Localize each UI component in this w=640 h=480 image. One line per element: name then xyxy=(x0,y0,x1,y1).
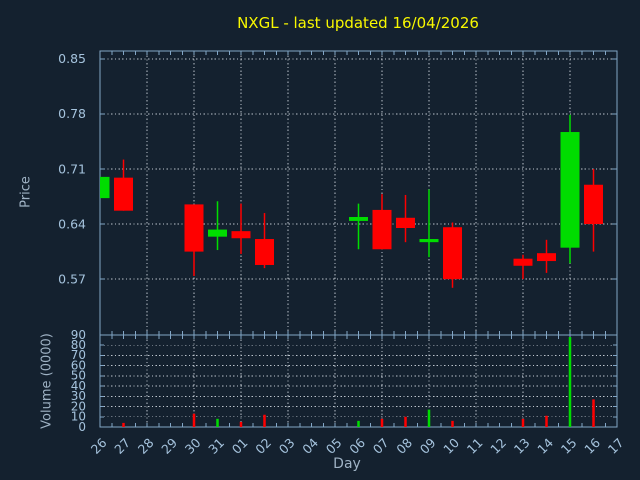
volume-bar-27 xyxy=(122,422,125,427)
x-tick-label: 03 xyxy=(276,435,298,457)
volume-bar-13 xyxy=(521,418,525,427)
volume-tick-label: 80 xyxy=(71,338,86,352)
volume-tick-label: 10 xyxy=(71,410,86,424)
x-tick-label: 01 xyxy=(229,435,251,457)
volume-bar-08 xyxy=(404,416,407,427)
candle-body-15 xyxy=(560,132,580,248)
volume-bar-09 xyxy=(427,409,431,427)
x-tick-label: 02 xyxy=(252,435,274,457)
x-tick-label: 12 xyxy=(487,435,509,457)
candle-body-30 xyxy=(184,204,204,252)
candle-body-01 xyxy=(231,231,251,239)
volume-tick-label: 20 xyxy=(71,399,86,413)
candle-body-09 xyxy=(419,239,439,243)
price-tick-label: 0.64 xyxy=(58,216,86,231)
volume-tick-label: 30 xyxy=(71,389,86,403)
volume-panel-frame xyxy=(99,334,618,428)
candle-body-13 xyxy=(513,258,533,266)
volume-bar-16 xyxy=(592,399,595,427)
candle-body-14 xyxy=(537,253,556,262)
volume-tick-label: 0 xyxy=(78,420,86,434)
price-tick-label: 0.85 xyxy=(58,51,86,66)
x-tick-label: 13 xyxy=(511,435,533,457)
volume-bar-01 xyxy=(239,421,243,427)
volume-tick-label: 60 xyxy=(71,358,86,372)
x-tick-label: 28 xyxy=(135,435,157,457)
candle-body-31 xyxy=(208,229,227,237)
x-tick-label: 31 xyxy=(205,435,227,457)
chart-title: NXGL - last updated 16/04/2026 xyxy=(237,14,479,32)
volume-tick-label: 50 xyxy=(71,369,86,383)
price-axis-label: Price xyxy=(18,176,34,208)
volume-bar-06 xyxy=(357,420,360,427)
volume-tick-label: 40 xyxy=(71,379,86,393)
x-axis-label: Day xyxy=(333,456,361,472)
volume-bar-15 xyxy=(568,337,572,427)
x-tick-label: 06 xyxy=(346,435,368,457)
price-tick-label: 0.78 xyxy=(58,106,86,121)
x-tick-label: 07 xyxy=(370,435,392,457)
candle-body-07 xyxy=(372,209,392,250)
candle-body-08 xyxy=(396,217,415,229)
volume-bar-14 xyxy=(545,415,548,427)
volume-axis-label: Volume (0000) xyxy=(39,333,55,429)
x-tick-label: 14 xyxy=(534,435,556,457)
x-tick-label: 04 xyxy=(299,435,321,457)
volume-bar-07 xyxy=(380,418,384,427)
x-tick-label: 17 xyxy=(605,435,627,457)
volume-bar-31 xyxy=(216,418,219,427)
price-tick-label: 0.71 xyxy=(58,161,86,176)
volume-tick-label: 90 xyxy=(71,328,86,342)
x-tick-label: 30 xyxy=(182,435,204,457)
x-tick-label: 11 xyxy=(464,435,486,457)
price-tick-label: 0.57 xyxy=(58,271,86,286)
x-tick-label: 05 xyxy=(323,435,345,457)
candles-group xyxy=(100,114,603,288)
candle-body-10 xyxy=(443,227,462,280)
x-tick-label: 29 xyxy=(158,435,180,457)
candle-body-16 xyxy=(584,184,603,225)
x-tick-label: 27 xyxy=(111,435,133,457)
volume-bar-10 xyxy=(451,420,454,427)
candle-body-06 xyxy=(349,216,368,221)
candle-body-02 xyxy=(255,239,274,265)
x-tick-label: 10 xyxy=(440,435,462,457)
x-tick-label: 08 xyxy=(393,435,415,457)
candle-body-26 xyxy=(100,176,110,199)
volume-tick-label: 70 xyxy=(71,348,86,362)
volume-bar-30 xyxy=(192,413,196,427)
x-tick-label: 15 xyxy=(558,435,580,457)
candle-body-27 xyxy=(114,177,133,211)
x-tick-label: 16 xyxy=(581,435,603,457)
volume-bar-02 xyxy=(263,414,266,427)
x-tick-label: 09 xyxy=(417,435,439,457)
price-panel-frame xyxy=(99,50,618,336)
x-tick-label: 26 xyxy=(88,435,110,457)
